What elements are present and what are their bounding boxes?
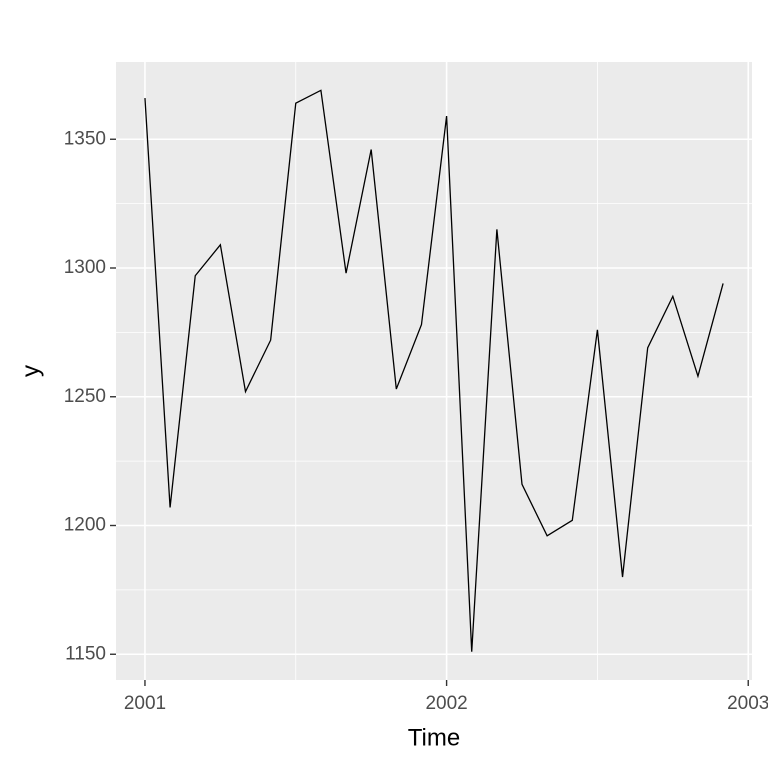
x-tick-label: 2002 (425, 693, 467, 714)
data-line (144, 89, 724, 652)
y-tick-label: 1350 (64, 128, 106, 149)
y-tick-label: 1300 (64, 257, 106, 278)
x-tick-label: 2003 (727, 693, 768, 714)
y-tick-label: 1150 (65, 643, 106, 664)
y-tick-label: 1250 (64, 386, 106, 407)
y-tick-label: 1200 (64, 515, 106, 536)
x-tick-label: 2001 (124, 693, 166, 714)
panel (116, 62, 752, 680)
y-axis-title: y (17, 365, 44, 377)
x-axis-title: Time (408, 724, 460, 751)
